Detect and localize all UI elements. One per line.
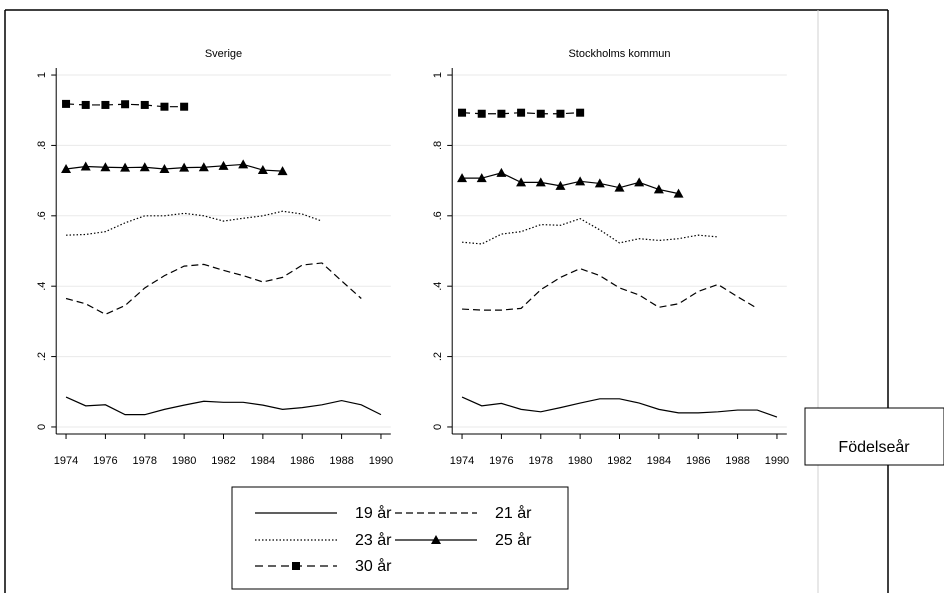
legend-label: 30 år xyxy=(355,557,392,575)
marker-triangle xyxy=(179,162,190,172)
marker-triangle xyxy=(257,165,268,175)
marker-square xyxy=(458,108,467,117)
marker-triangle xyxy=(653,184,664,194)
marker-triangle xyxy=(575,176,586,186)
series-line xyxy=(65,262,362,316)
x-tick-label: 1984 xyxy=(251,455,275,467)
y-tick-label: 1 xyxy=(36,72,48,78)
marker-triangle xyxy=(198,162,209,172)
x-tick-label: 1978 xyxy=(133,455,157,467)
series-line xyxy=(65,396,382,416)
marker-triangle xyxy=(139,162,150,172)
marker-triangle xyxy=(476,173,487,183)
marker-square xyxy=(140,100,149,109)
legend-label: 23 år xyxy=(355,531,392,549)
marker-triangle xyxy=(80,161,91,171)
series-line xyxy=(461,217,718,245)
legend-label: 19 år xyxy=(355,504,392,522)
marker-triangle xyxy=(100,162,111,172)
marker-triangle xyxy=(555,180,566,190)
xlabel-box xyxy=(804,407,944,466)
x-tick-label: 1982 xyxy=(607,455,631,467)
marker-triangle xyxy=(120,162,131,172)
y-tick-label: 0 xyxy=(36,424,48,430)
marker-triangle xyxy=(634,177,645,187)
marker-square xyxy=(556,109,565,118)
marker-triangle xyxy=(61,164,72,174)
x-tick-label: 1986 xyxy=(686,455,710,467)
x-tick-label: 1980 xyxy=(568,455,592,467)
legend xyxy=(231,486,569,590)
marker-triangle xyxy=(535,177,546,187)
marker-triangle xyxy=(277,166,288,176)
marker-triangle xyxy=(594,178,605,188)
y-tick-label: .4 xyxy=(432,282,444,291)
y-tick-label: .4 xyxy=(36,282,48,291)
marker-triangle xyxy=(614,182,625,192)
x-tick-label: 1978 xyxy=(529,455,553,467)
panel-title: Stockholms kommun xyxy=(568,48,670,60)
legend-marker xyxy=(292,562,300,570)
marker-square xyxy=(81,100,90,109)
x-tick-label: 1976 xyxy=(93,455,117,467)
x-tick-label: 1976 xyxy=(489,455,513,467)
y-tick-label: 1 xyxy=(432,72,444,78)
x-axis-label: Födelseår xyxy=(838,438,910,456)
marker-square xyxy=(121,100,130,109)
marker-square xyxy=(62,99,71,108)
y-tick-label: .6 xyxy=(432,211,444,220)
marker-square xyxy=(180,102,189,111)
x-tick-label: 1990 xyxy=(369,455,393,467)
x-tick-label: 1980 xyxy=(172,455,196,467)
x-tick-label: 1988 xyxy=(329,455,353,467)
series-line xyxy=(462,267,758,311)
marker-triangle xyxy=(457,173,468,183)
x-tick-label: 1974 xyxy=(54,455,78,467)
x-tick-label: 1986 xyxy=(290,455,314,467)
series-line xyxy=(66,210,323,236)
marker-triangle xyxy=(238,159,249,169)
y-tick-label: .8 xyxy=(432,141,444,150)
series-line xyxy=(461,396,778,418)
y-tick-label: 0 xyxy=(432,424,444,430)
legend-label: 21 år xyxy=(495,504,532,522)
marker-square xyxy=(477,109,486,118)
marker-square xyxy=(576,108,585,117)
marker-square xyxy=(101,100,110,109)
legend-label: 25 år xyxy=(495,531,532,549)
y-tick-label: .2 xyxy=(432,352,444,361)
marker-triangle xyxy=(159,164,170,174)
x-tick-label: 1982 xyxy=(211,455,235,467)
marker-square xyxy=(160,102,169,111)
x-tick-label: 1990 xyxy=(765,455,789,467)
y-tick-label: .6 xyxy=(36,211,48,220)
y-tick-label: .8 xyxy=(36,141,48,150)
marker-square xyxy=(536,109,545,118)
marker-triangle xyxy=(496,167,507,177)
legend-marker xyxy=(431,535,441,544)
marker-square xyxy=(497,109,506,118)
marker-square xyxy=(517,108,526,117)
x-tick-label: 1984 xyxy=(647,455,671,467)
x-tick-label: 1988 xyxy=(725,455,749,467)
marker-triangle xyxy=(218,160,229,170)
x-tick-label: 1974 xyxy=(450,455,474,467)
marker-triangle xyxy=(516,177,527,187)
panel-title: Sverige xyxy=(205,48,242,60)
marker-triangle xyxy=(673,188,684,198)
y-tick-label: .2 xyxy=(36,352,48,361)
